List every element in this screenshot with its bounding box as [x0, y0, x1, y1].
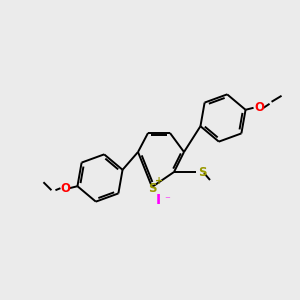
Text: ⁻: ⁻ — [164, 195, 170, 205]
Text: +: + — [155, 176, 163, 186]
Text: S: S — [198, 166, 206, 178]
Text: O: O — [255, 101, 265, 114]
Text: O: O — [60, 182, 70, 195]
Text: I: I — [155, 193, 160, 207]
Text: S: S — [148, 182, 156, 194]
